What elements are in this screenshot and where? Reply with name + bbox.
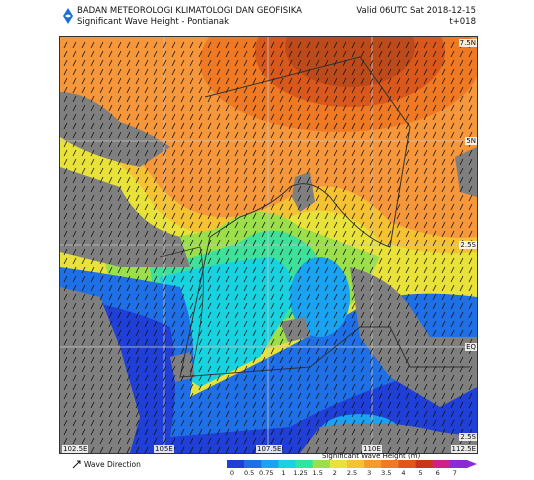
wave-height-map: 7.5N 5N 2.5S EQ 2.5S 102.5E 105E 107.5E … bbox=[59, 36, 478, 454]
lon-label: 110E bbox=[362, 445, 382, 453]
lon-label: 105E bbox=[154, 445, 174, 453]
colorbar-swatch bbox=[415, 460, 434, 468]
colorbar-tick-label: 4 bbox=[401, 469, 406, 477]
colorbar-tick-label: 0.5 bbox=[243, 469, 255, 477]
wave-direction-label: Wave Direction bbox=[84, 460, 141, 469]
colorbar-swatch bbox=[261, 460, 279, 468]
header: BADAN METEOROLOGI KLIMATOLOGI DAN GEOFIS… bbox=[0, 0, 534, 32]
wave-direction-arrow-icon bbox=[72, 460, 81, 469]
colorbar-swatch bbox=[381, 460, 399, 468]
colorbar-title: Significant Wave Height (m) bbox=[322, 452, 421, 460]
colorbar-tick-label: 1.5 bbox=[312, 469, 323, 477]
colorbar-tick-label: 1 bbox=[281, 469, 286, 477]
colorbar bbox=[227, 460, 477, 468]
lon-label: 107.5E bbox=[256, 445, 283, 453]
colorbar-tick-label: 0.75 bbox=[259, 469, 274, 477]
colorbar-tick-label: 3.5 bbox=[381, 469, 392, 477]
colorbar-swatch bbox=[227, 460, 245, 468]
colorbar-extend-arrow bbox=[467, 460, 477, 468]
map-canvas bbox=[60, 37, 477, 453]
colorbar-tick-label: 2.5 bbox=[346, 469, 358, 477]
colorbar-swatch bbox=[364, 460, 382, 468]
colorbar-swatch bbox=[278, 460, 296, 468]
colorbar-tick-label: 5 bbox=[418, 469, 423, 477]
colorbar-swatch bbox=[449, 460, 468, 468]
colorbar-tick-label: 7 bbox=[452, 469, 457, 477]
colorbar-tick-label: 3 bbox=[367, 469, 372, 477]
bmkg-logo bbox=[63, 8, 73, 24]
colorbar-swatch bbox=[244, 460, 262, 468]
lat-label: 5N bbox=[465, 137, 477, 145]
lon-label: 102.5E bbox=[62, 445, 89, 453]
map-subtitle: Significant Wave Height - Pontianak bbox=[77, 17, 229, 27]
lat-label: EQ bbox=[465, 343, 477, 351]
colorbar-swatch bbox=[398, 460, 416, 468]
colorbar-tick-label: 0 bbox=[229, 469, 235, 477]
colorbar-swatch bbox=[347, 460, 365, 468]
colorbar-swatch bbox=[295, 460, 314, 468]
wave-direction-arrows bbox=[63, 41, 473, 453]
org-name: BADAN METEOROLOGI KLIMATOLOGI DAN GEOFIS… bbox=[77, 6, 302, 16]
colorbar-tick-label: 6 bbox=[435, 469, 440, 477]
lat-label: 7.5N bbox=[458, 39, 477, 47]
lat-label: 2.5S bbox=[459, 433, 477, 441]
colorbar-swatch bbox=[312, 460, 331, 468]
colorbar-swatch bbox=[329, 460, 348, 468]
lat-label: 2.5S bbox=[459, 241, 477, 249]
lon-label: 112.5E bbox=[450, 445, 477, 453]
valid-time: Valid 06UTC Sat 2018-12-15 bbox=[356, 6, 476, 16]
forecast-step: t+018 bbox=[449, 17, 476, 27]
colorbar-tick-label: 2 bbox=[332, 469, 337, 477]
colorbar-swatch bbox=[432, 460, 451, 468]
colorbar-tick-label: 1.25 bbox=[293, 469, 308, 477]
